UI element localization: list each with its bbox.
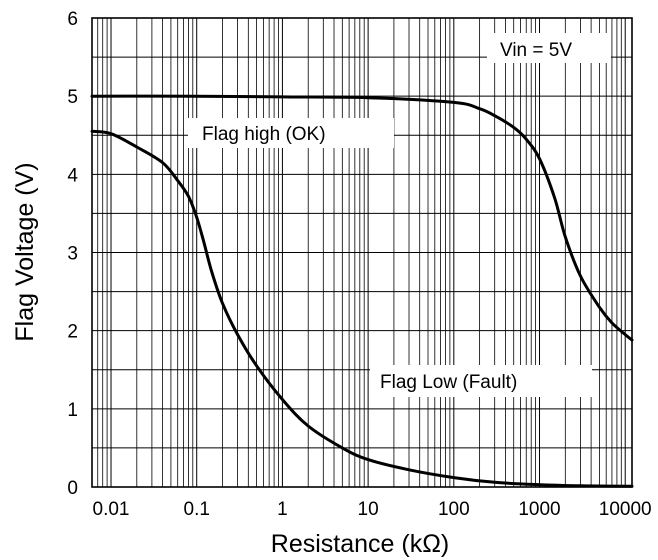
y-axis-label: Flag Voltage (V) xyxy=(11,162,39,341)
y-tick-label: 2 xyxy=(67,322,78,343)
annotation-vin-background xyxy=(487,33,611,63)
x-tick-label: 1 xyxy=(277,499,288,520)
plot-frame xyxy=(91,17,633,488)
y-tick-label: 4 xyxy=(67,165,78,186)
annotation-flag-low-background xyxy=(370,365,592,397)
annotation-flag-high-background xyxy=(188,118,394,148)
annotations: Vin = 5V Flag high (OK) Flag Low (Fault) xyxy=(188,33,611,397)
annotation-flag-high: Flag high (OK) xyxy=(202,124,326,145)
annotation-flag-low: Flag Low (Fault) xyxy=(380,372,517,393)
y-tick-label: 5 xyxy=(67,87,78,108)
series-line-flag-low xyxy=(90,129,634,488)
curves xyxy=(90,94,634,488)
x-tick-label: 10 xyxy=(358,499,379,520)
y-tick-label: 6 xyxy=(67,9,78,30)
tick-labels: 0.01 0.1 1 10 100 1000 10000 0 1 2 3 4 5 6 xyxy=(67,9,651,520)
y-tick-label: 3 xyxy=(67,244,78,265)
x-tick-label: 1000 xyxy=(518,499,560,520)
grid xyxy=(91,17,632,488)
y-tick-label: 1 xyxy=(67,400,78,421)
x-tick-label: 0.01 xyxy=(93,499,130,520)
series-line-flag-high xyxy=(90,94,634,342)
x-tick-label: 100 xyxy=(438,499,470,520)
y-tick-label: 0 xyxy=(67,478,78,499)
x-tick-label: 10000 xyxy=(599,499,652,520)
x-axis-label: Resistance (kΩ) xyxy=(271,530,449,558)
x-tick-label: 0.1 xyxy=(184,499,210,520)
annotation-vin: Vin = 5V xyxy=(500,40,572,61)
